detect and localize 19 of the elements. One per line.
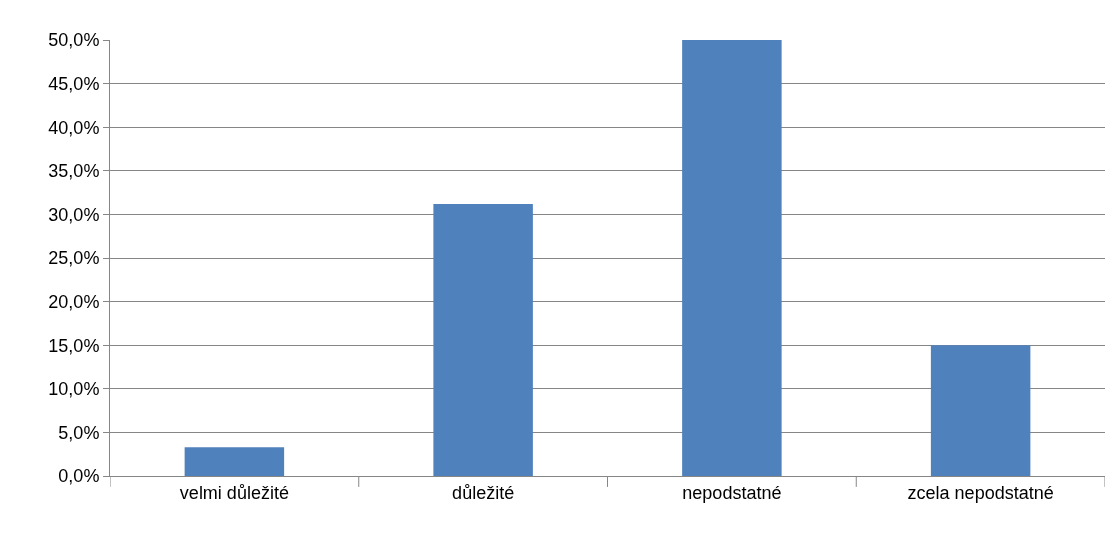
x-tick-label: zcela nepodstatné — [907, 482, 1054, 503]
bar — [184, 447, 285, 476]
y-tick-label: 15,0% — [48, 335, 100, 356]
y-tick-label: 25,0% — [48, 248, 100, 269]
y-tick-label: 30,0% — [48, 204, 100, 225]
y-tick-label: 45,0% — [48, 73, 100, 94]
x-tick-label: nepodstatné — [682, 482, 782, 503]
y-tick-label: 40,0% — [48, 117, 100, 138]
x-tick-label: důležité — [452, 482, 515, 503]
y-tick-label: 50,0% — [48, 30, 100, 51]
x-tick-label: velmi důležité — [179, 482, 289, 503]
bar — [930, 345, 1031, 476]
y-tick-label: 20,0% — [48, 291, 100, 312]
y-tick-label: 5,0% — [58, 422, 100, 443]
y-tick-label: 35,0% — [48, 161, 100, 182]
y-tick-label: 0,0% — [58, 466, 100, 487]
bar — [433, 203, 533, 476]
bar — [682, 40, 782, 476]
y-tick-label: 10,0% — [48, 379, 100, 400]
